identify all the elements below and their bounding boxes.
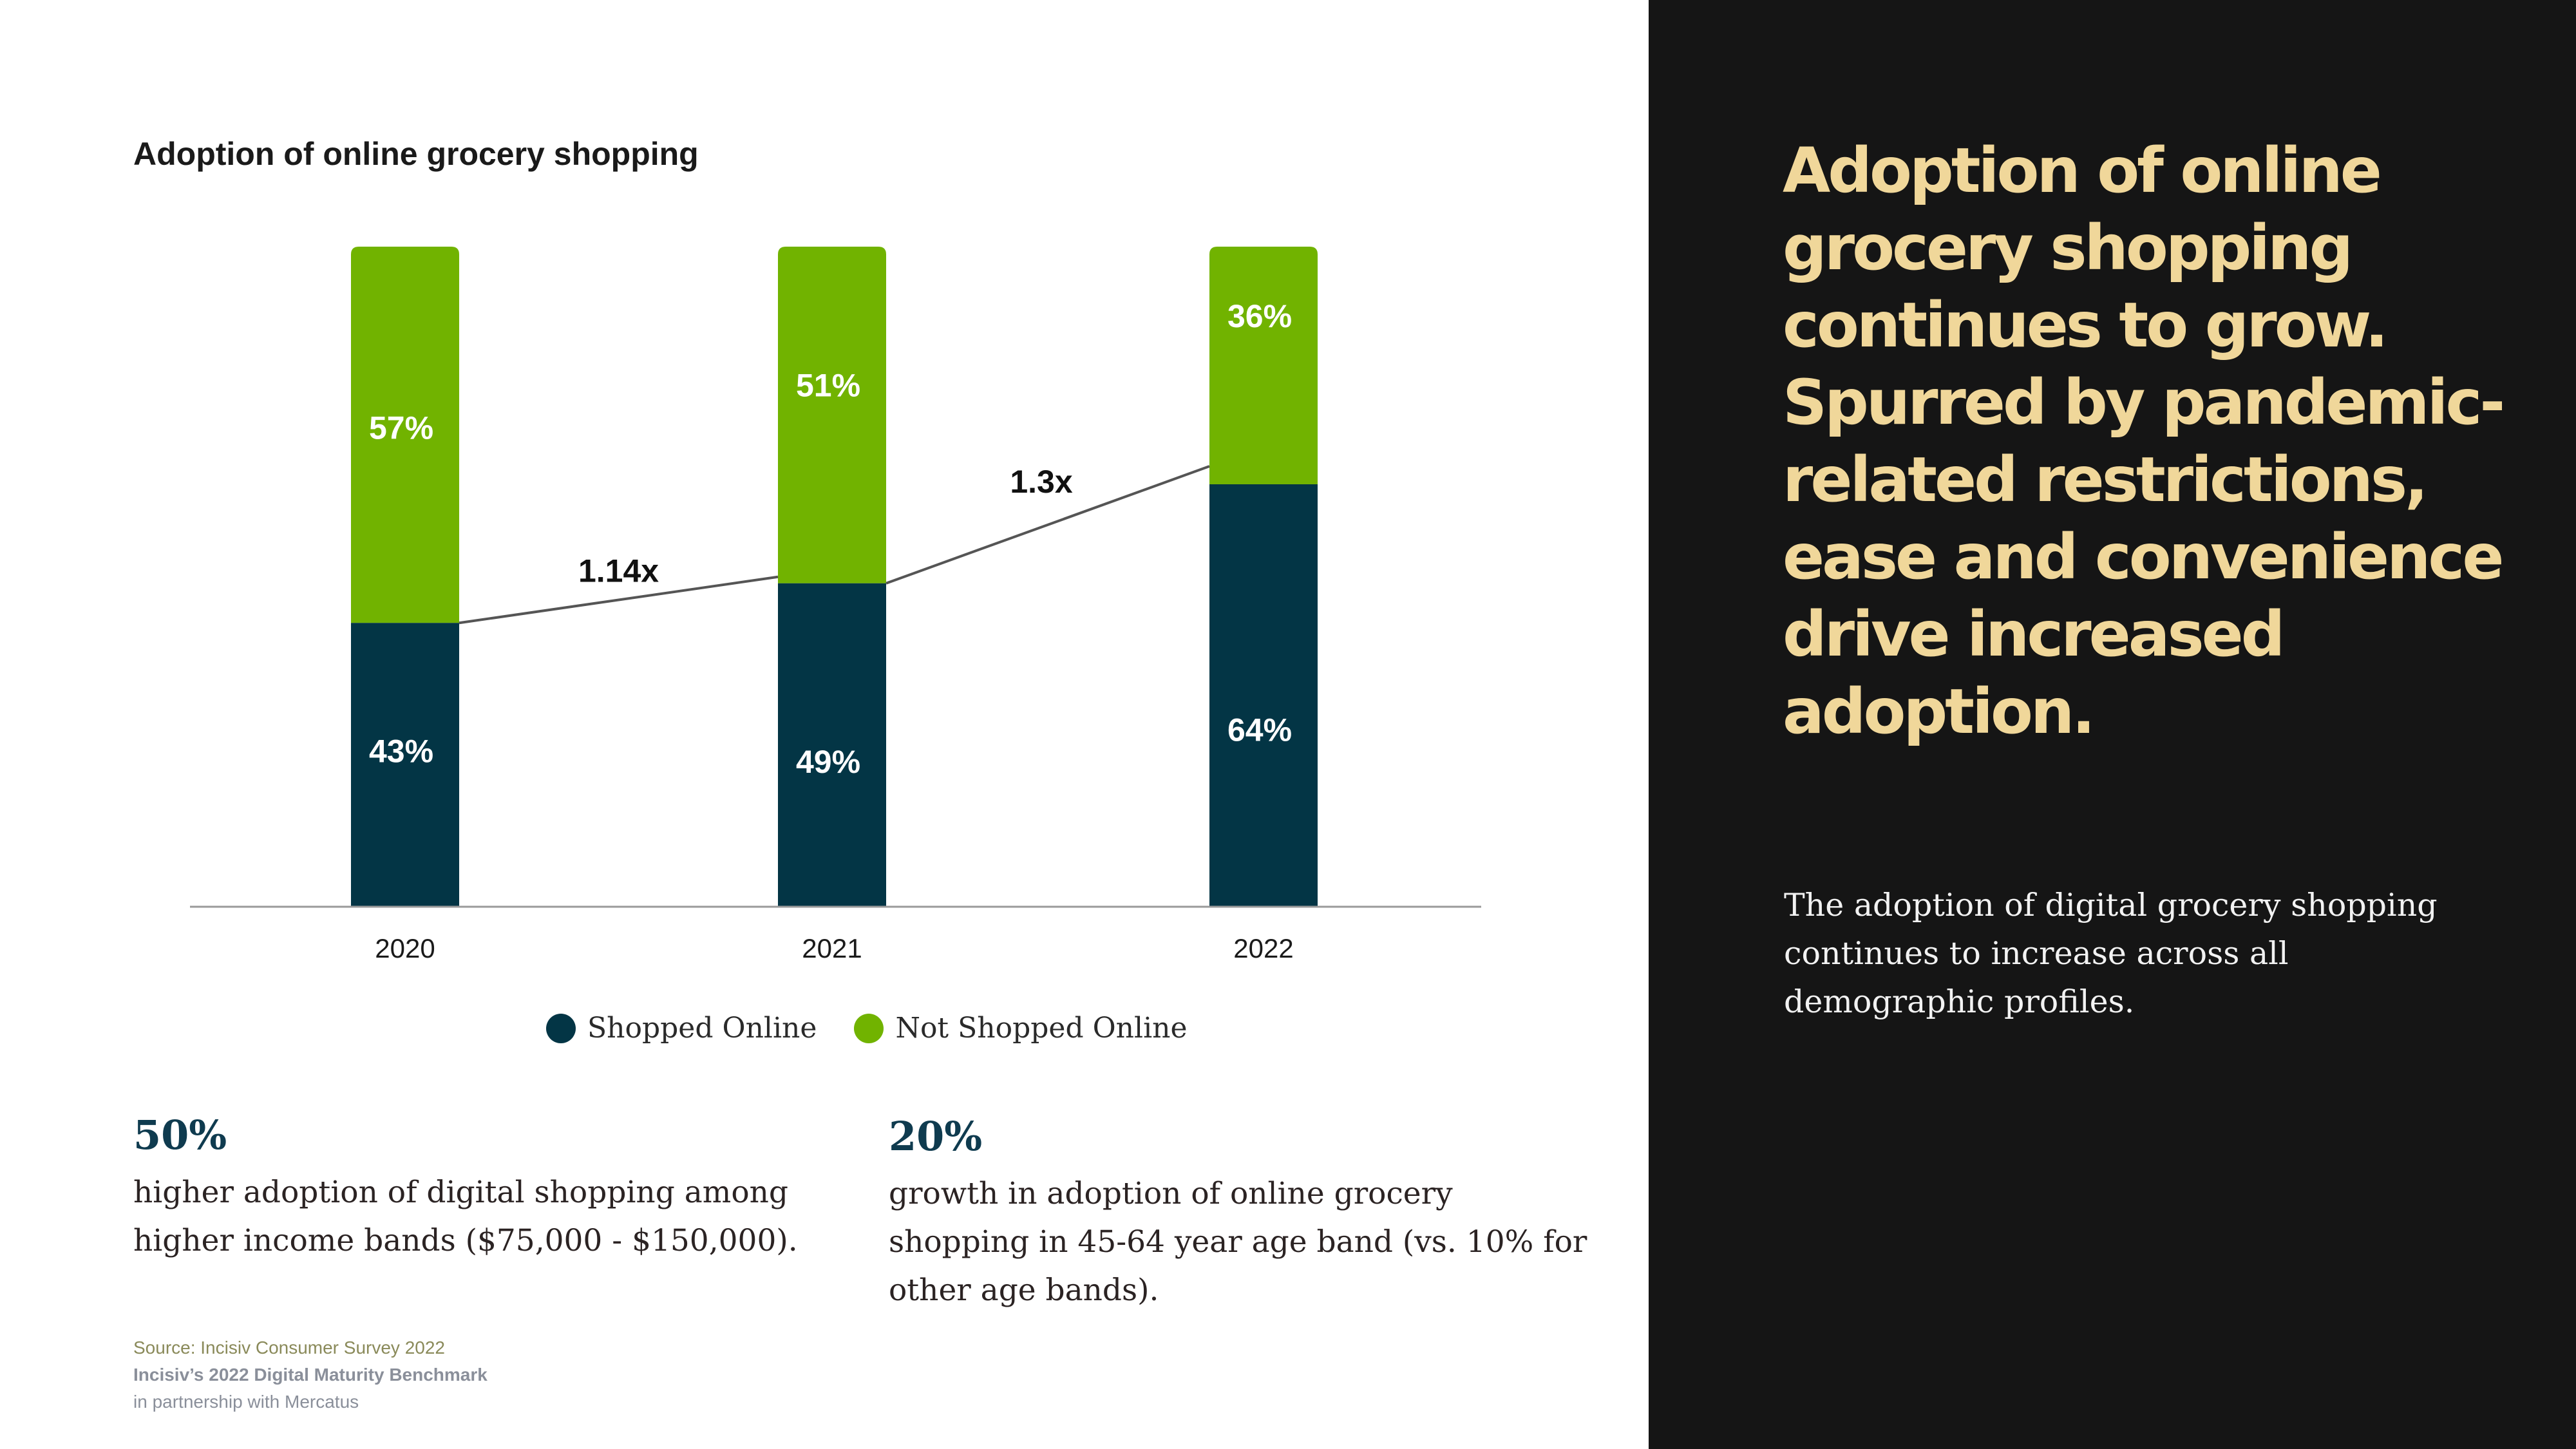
legend-label-shopped-online: Shopped Online <box>587 1012 817 1045</box>
body-text: The adoption of digital grocery shopping… <box>1784 887 2438 1020</box>
x-tick-label-2020: 2020 <box>375 933 435 963</box>
legend-item-not-shopped-online: Not Shopped Online <box>854 1012 1188 1045</box>
legend-item-shopped-online: Shopped Online <box>546 1012 817 1045</box>
data-label-not-shopped-2022: 36% <box>1227 298 1292 334</box>
growth-annotation-2: 1.3x <box>1010 464 1073 500</box>
legend-label-not-shopped-online: Not Shopped Online <box>895 1012 1188 1045</box>
benchmark-title: Incisiv’s 2022 Digital Maturity Benchmar… <box>133 1365 488 1385</box>
data-label-shopped-2021: 49% <box>796 744 860 780</box>
x-tick-label-2022: 2022 <box>1233 933 1293 963</box>
bar-not-shopped-2020 <box>351 247 459 623</box>
stat-description: growth in adoption of online grocery sho… <box>889 1176 1587 1308</box>
legend-swatch-not-shopped-online <box>854 1013 884 1043</box>
data-label-not-shopped-2020: 57% <box>369 410 433 446</box>
partner-note: in partnership with Mercatus <box>133 1392 359 1412</box>
x-tick-label-2021: 2021 <box>802 933 862 963</box>
bar-shopped-2021 <box>778 583 886 907</box>
stat-value: 50% <box>133 1112 227 1159</box>
data-label-shopped-2022: 64% <box>1227 712 1292 748</box>
chart-legend: Shopped Online Not Shopped Online <box>546 1012 1225 1045</box>
stat-description: higher adoption of digital shopping amon… <box>133 1175 798 1258</box>
trend-line-2020-2021 <box>459 575 779 625</box>
trend-line-2021-2022 <box>886 465 1210 585</box>
headline: Adoption of online grocery shopping cont… <box>1783 135 2505 748</box>
stat-income-bands: 50% higher adoption of digital shopping … <box>133 1115 810 1265</box>
chart-panel: Adoption of online grocery shopping 57% 4… <box>133 136 1597 1416</box>
chart-title: Adoption of online grocery shopping <box>133 136 699 172</box>
data-label-not-shopped-2021: 51% <box>796 367 860 403</box>
bar-not-shopped-2022 <box>1209 247 1318 484</box>
source-note: Source: Incisiv Consumer Survey 2022 <box>133 1338 445 1358</box>
headline-panel <box>1649 0 2576 1449</box>
stat-age-band: 20% growth in adoption of online grocery… <box>889 1117 1597 1314</box>
bar-not-shopped-2021 <box>778 247 886 583</box>
stacked-bar-chart: 57% 43% 2020 51% 49% 2021 36% 64% 2022 1.14x 1.3x <box>190 247 1481 963</box>
legend-swatch-shopped-online <box>546 1013 576 1043</box>
stat-value: 20% <box>889 1113 983 1160</box>
growth-annotation-1: 1.14x <box>578 553 659 589</box>
data-label-shopped-2020: 43% <box>369 734 433 770</box>
footer: Source: Incisiv Consumer Survey 2022 Inc… <box>133 1334 488 1416</box>
bar-shopped-2022 <box>1209 484 1318 907</box>
bar-shopped-2020 <box>351 623 459 907</box>
